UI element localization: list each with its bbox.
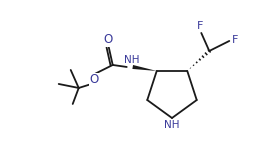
Text: F: F bbox=[232, 35, 238, 45]
Text: NH: NH bbox=[164, 120, 180, 130]
Text: NH: NH bbox=[124, 55, 139, 65]
Text: O: O bbox=[103, 33, 112, 46]
Text: F: F bbox=[197, 21, 204, 31]
Polygon shape bbox=[132, 65, 157, 71]
Text: O: O bbox=[89, 73, 98, 86]
